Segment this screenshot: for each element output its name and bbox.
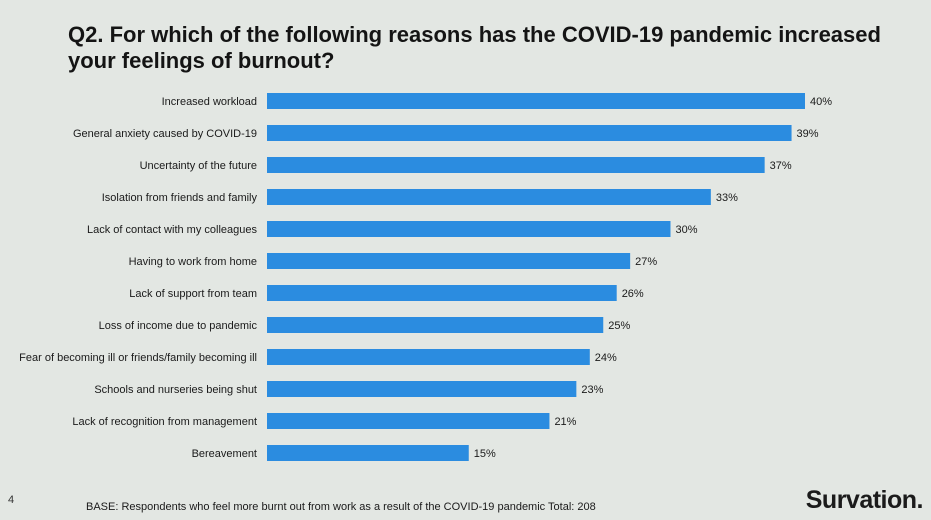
category-label: Lack of contact with my colleagues [87, 224, 257, 236]
value-label: 15% [474, 448, 496, 460]
value-label: 37% [770, 160, 792, 172]
value-label: 21% [554, 416, 576, 428]
category-label: Schools and nurseries being shut [94, 384, 257, 396]
category-label: Increased workload [162, 96, 257, 108]
chart-title: Q2. For which of the following reasons h… [68, 22, 881, 73]
category-label: Isolation from friends and family [102, 192, 258, 204]
bar [267, 317, 604, 333]
category-label: General anxiety caused by COVID-19 [73, 128, 257, 140]
value-label: 24% [595, 352, 617, 364]
value-label: 26% [622, 288, 644, 300]
value-labels-group: 40% 39% 37% 33% 30% 27% 26% 25% 24% 23% 21% 15% [474, 96, 832, 460]
bar [267, 285, 617, 301]
value-label: 33% [716, 192, 738, 204]
bar [267, 349, 590, 365]
page-number: 4 [8, 494, 15, 506]
survation-logo: Survation. [805, 486, 924, 514]
category-label: Loss of income due to pandemic [99, 320, 258, 332]
base-note: BASE: Respondents who feel more burnt ou… [86, 501, 596, 513]
value-label: 39% [797, 128, 819, 140]
category-label: Lack of support from team [129, 288, 257, 300]
bar [267, 413, 550, 429]
value-label: 25% [608, 320, 630, 332]
bar [267, 445, 469, 461]
value-label: 27% [635, 256, 657, 268]
bar [267, 189, 711, 205]
bar [267, 253, 631, 269]
value-label: 40% [810, 96, 832, 108]
bar [267, 221, 671, 237]
category-label: Fear of becoming ill or friends/family b… [19, 352, 257, 364]
category-label: Lack of recognition from management [72, 416, 257, 428]
category-label: Bereavement [192, 448, 257, 460]
bar [267, 157, 765, 173]
bar [267, 93, 805, 109]
value-label: 30% [676, 224, 698, 236]
category-label: Uncertainty of the future [140, 160, 257, 172]
bars-group [267, 93, 805, 461]
bar [267, 125, 792, 141]
value-label: 23% [581, 384, 603, 396]
category-label: Having to work from home [129, 256, 257, 268]
bar [267, 381, 577, 397]
category-labels-group: Increased workload General anxiety caused… [19, 96, 257, 460]
